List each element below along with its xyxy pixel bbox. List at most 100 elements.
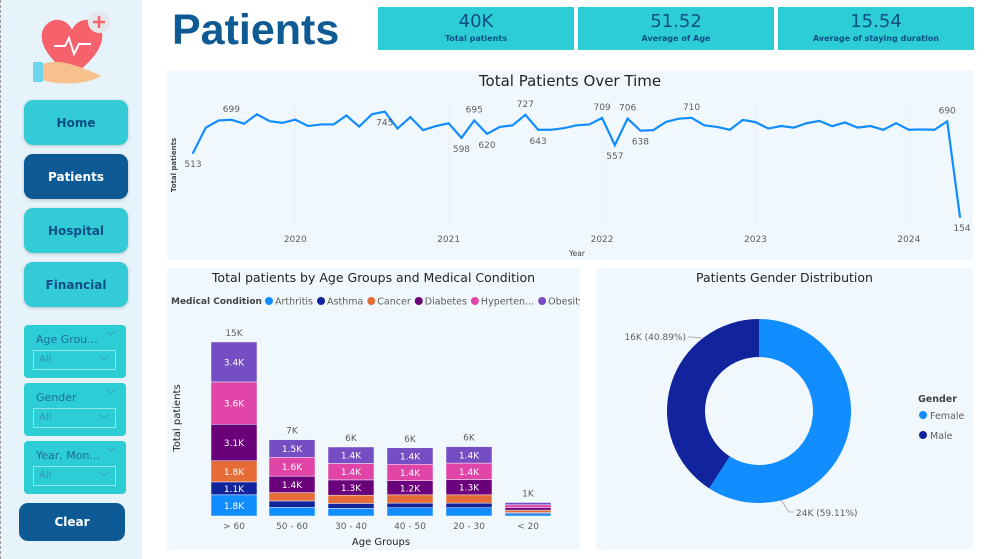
segment-label: 1.3K	[459, 484, 480, 494]
data-point	[511, 124, 514, 127]
segment-label: 3.6K	[224, 400, 245, 410]
bar-chart[interactable]: Medical Condition Arthritis Asthma Cancer Di…	[167, 268, 580, 550]
x-tick-label: 20 - 30	[453, 522, 485, 532]
total-label: 1K	[522, 489, 535, 499]
donut-chart[interactable]: 16K (40.89%) 24K (59.11%) Gender Female Male	[596, 268, 973, 550]
chevron-down-icon[interactable]: ﹀	[106, 332, 116, 343]
legend-marker	[317, 297, 326, 305]
data-point	[895, 122, 898, 125]
legend-marker	[919, 411, 927, 419]
age-group-dropdown[interactable]: All ﹀	[33, 350, 116, 370]
year-month-dropdown[interactable]: All ﹀	[33, 466, 116, 486]
bar-segment	[445, 446, 493, 464]
leader-line	[780, 499, 794, 513]
bar-segment	[327, 508, 375, 517]
gender-slicer: Gender ﹀ All ﹀	[24, 383, 126, 436]
segment-label: 1.1K	[224, 485, 245, 495]
dropdown-value: All	[39, 470, 52, 481]
data-point	[345, 114, 348, 117]
total-label: 6K	[345, 434, 358, 444]
legend-title: Gender	[918, 394, 957, 405]
bar-segment	[445, 507, 493, 517]
segment-label: 1.4K	[400, 469, 421, 479]
legend-item: Arthritis	[275, 297, 313, 308]
data-point	[307, 125, 310, 128]
slicer-label: Age Grou...	[36, 333, 98, 346]
data-point	[498, 125, 501, 128]
x-axis-title: Year	[568, 249, 586, 258]
bar-segment	[504, 504, 552, 509]
gender-dropdown[interactable]: All ﹀	[33, 408, 116, 428]
bar-segment	[386, 507, 434, 517]
data-point	[946, 120, 949, 123]
kpi-label: Average of staying duration	[812, 34, 939, 43]
line-chart[interactable]: 2020 2021 2022 2023 2024 Year Total patients 51…	[167, 70, 973, 260]
data-point	[907, 128, 910, 131]
bar-segment	[268, 439, 316, 458]
x-tick-label: 30 - 40	[335, 522, 367, 532]
leader-line	[688, 336, 703, 339]
nav-hospital-button[interactable]: Hospital	[24, 208, 128, 253]
data-point	[664, 120, 667, 123]
nav-patients-button[interactable]: Patients	[24, 154, 128, 199]
segment-label: 1.3K	[341, 484, 362, 494]
data-label: 513	[184, 160, 201, 170]
data-point	[805, 122, 808, 125]
segment-label: 1.8K	[224, 502, 245, 512]
data-point	[434, 125, 437, 128]
data-point	[703, 124, 706, 127]
data-point	[268, 120, 271, 123]
dropdown-value: All	[39, 354, 52, 365]
chevron-down-icon: ﹀	[99, 473, 109, 484]
legend-item: Cancer	[377, 297, 411, 308]
segment-label: 1.4K	[282, 481, 303, 491]
data-point	[639, 129, 642, 132]
segment-label: 1.4K	[341, 452, 362, 462]
data-label: 620	[478, 141, 495, 151]
data-point	[613, 144, 616, 147]
kpi-value: 15.54	[850, 11, 902, 32]
chart-title: Patients Gender Distribution	[696, 270, 873, 285]
total-label: 15K	[225, 329, 243, 339]
data-point	[754, 121, 757, 124]
chevron-down-icon[interactable]: ﹀	[106, 448, 116, 459]
legend-marker	[538, 297, 547, 305]
data-label: 695	[466, 106, 483, 116]
kpi-average-stay: 15.54 Average of staying duration	[778, 7, 974, 50]
bar-segment	[210, 381, 258, 425]
bar-segment	[327, 494, 375, 504]
x-tick-label: 40 - 50	[394, 522, 426, 532]
data-point	[396, 127, 399, 130]
legend-item: Obesity	[548, 297, 580, 308]
data-label: 727	[517, 100, 534, 110]
legend-marker	[367, 297, 376, 305]
bar-segment	[268, 500, 316, 508]
chart-title: Total Patients Over Time	[478, 72, 662, 90]
year-month-slicer: Year, Mon... ﹀ All ﹀	[24, 441, 126, 494]
nav-home-button[interactable]: Home	[24, 100, 128, 145]
nav-financial-button[interactable]: Financial	[24, 262, 128, 307]
data-point	[792, 126, 795, 129]
segment-label: 3.1K	[224, 439, 245, 449]
bar-segment	[268, 507, 316, 517]
bar-segment	[210, 424, 258, 461]
page-title: Patients	[172, 6, 340, 54]
legend-marker	[919, 431, 927, 439]
data-point	[524, 113, 527, 116]
data-point	[588, 123, 591, 126]
x-axis-title: Age Groups	[352, 537, 410, 548]
bar-segment	[445, 502, 493, 509]
x-tick-label: 2021	[437, 235, 460, 245]
bar-segment	[386, 447, 434, 465]
data-label: 643	[530, 137, 547, 147]
data-point	[856, 126, 859, 129]
clear-button[interactable]: Clear	[19, 503, 125, 541]
heart-hand-logo-icon	[33, 11, 110, 84]
chevron-down-icon[interactable]: ﹀	[106, 390, 116, 401]
data-label: 154	[953, 224, 970, 234]
slice-label: 16K (40.89%)	[624, 333, 686, 343]
segment-label: 1.4K	[400, 453, 421, 463]
data-label: 699	[223, 105, 240, 115]
data-point	[843, 121, 846, 124]
bar-segment	[327, 503, 375, 509]
